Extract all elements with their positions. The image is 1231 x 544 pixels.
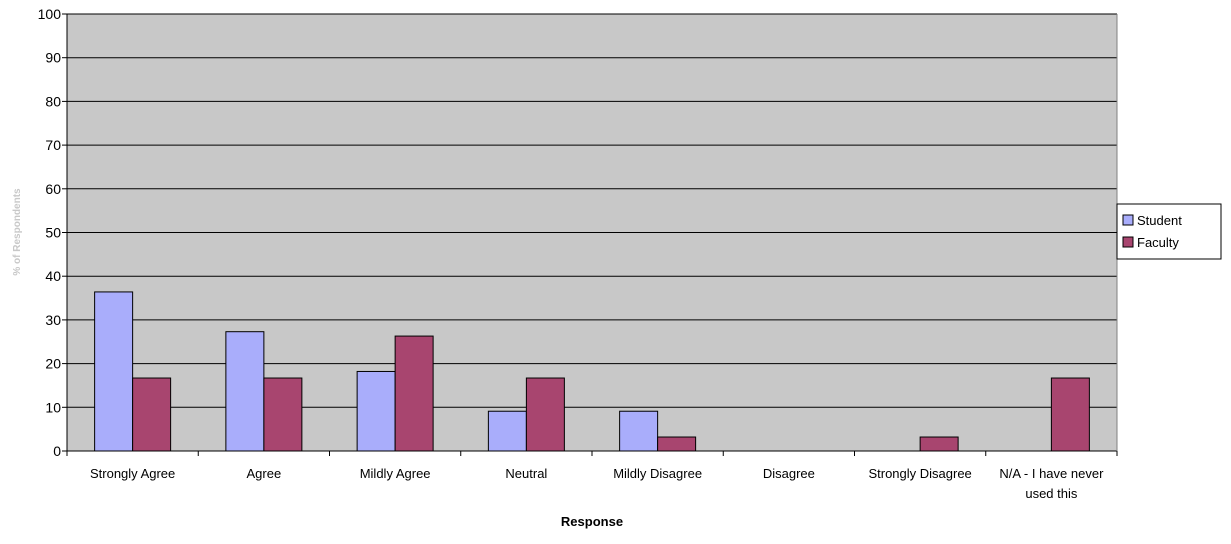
bar-faculty bbox=[657, 436, 697, 452]
legend-box bbox=[1116, 203, 1222, 260]
legend-label-student: Student bbox=[1137, 213, 1182, 228]
x-tick-label: N/A - I have never used this bbox=[999, 466, 1104, 501]
bar-student bbox=[487, 410, 527, 452]
x-axis-title: Response bbox=[561, 514, 623, 529]
y-tick-label: 70 bbox=[45, 137, 61, 153]
bar-faculty bbox=[132, 377, 172, 452]
x-tick-label: Agree bbox=[247, 466, 282, 481]
bar-student bbox=[356, 370, 396, 452]
gridlines bbox=[67, 13, 1117, 408]
y-tick-label: 10 bbox=[45, 399, 61, 415]
y-tick-labels: 0 10 20 30 40 50 60 70 80 90 100 bbox=[38, 6, 62, 459]
y-tick-label: 0 bbox=[53, 443, 61, 459]
bar-student bbox=[94, 291, 134, 452]
x-tick-label: Mildly Disagree bbox=[613, 466, 702, 481]
y-tick-label: 90 bbox=[45, 50, 61, 66]
y-tick-label: 20 bbox=[45, 356, 61, 372]
bar-faculty bbox=[263, 377, 303, 452]
legend: Student Faculty bbox=[1116, 203, 1222, 260]
legend-swatch-student bbox=[1122, 214, 1134, 226]
y-tick-label: 40 bbox=[45, 268, 61, 284]
bar-faculty bbox=[919, 436, 959, 452]
bar-faculty bbox=[525, 377, 565, 452]
bar-faculty bbox=[1050, 377, 1090, 452]
x-tick-label: Strongly Disagree bbox=[868, 466, 971, 481]
y-tick-label: 100 bbox=[38, 6, 62, 22]
bar-student bbox=[619, 410, 659, 452]
x-tick-label: Neutral bbox=[505, 466, 547, 481]
bars bbox=[94, 291, 1090, 452]
legend-label-faculty: Faculty bbox=[1137, 235, 1179, 250]
y-tick-label: 30 bbox=[45, 312, 61, 328]
y-tick-label: 60 bbox=[45, 181, 61, 197]
y-tick-label: 80 bbox=[45, 93, 61, 109]
bar-student bbox=[225, 331, 265, 452]
x-tick-label: Mildly Agree bbox=[360, 466, 431, 481]
axes bbox=[62, 13, 1118, 456]
bar-faculty bbox=[394, 335, 434, 452]
legend-swatch-faculty bbox=[1122, 236, 1134, 248]
x-tick-labels: Strongly Agree Agree Mildly Agree Neutral Mi… bbox=[90, 466, 1104, 501]
y-axis-title: % of Respondents bbox=[12, 188, 23, 276]
y-tick-label: 50 bbox=[45, 225, 61, 241]
x-tick-label: Disagree bbox=[763, 466, 815, 481]
x-tick-label: Strongly Agree bbox=[90, 466, 175, 481]
